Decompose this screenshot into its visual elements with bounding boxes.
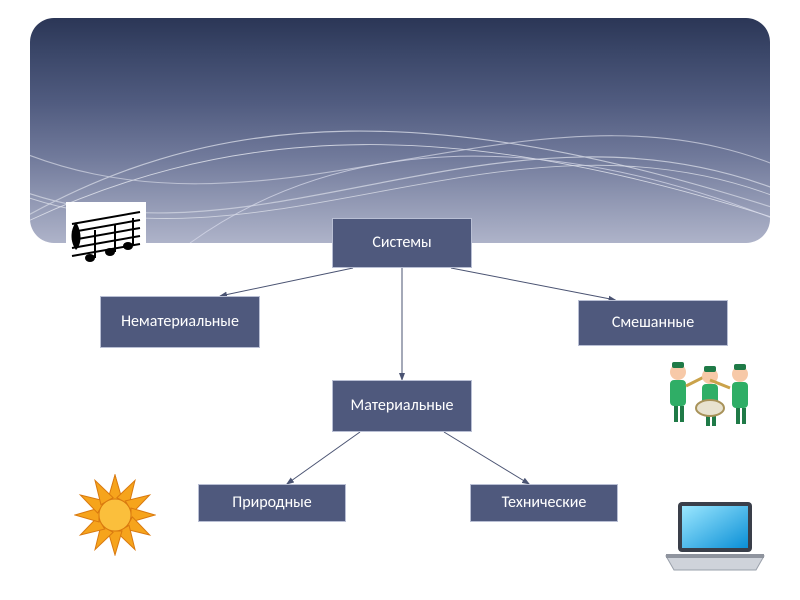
node-material: Материальные [332,380,472,432]
node-label: Системы [372,234,431,252]
node-natural: Природные [198,484,346,522]
node-label: Смешанные [612,314,694,332]
sun-icon [74,474,156,556]
node-label: Природные [232,494,312,512]
node-label: Нематериальные [121,313,239,331]
band-icon [648,352,758,436]
node-label: Материальные [351,397,454,415]
node-immaterial: Нематериальные [100,296,260,348]
slide-canvas: Системы Нематериальные Смешанные Материа… [30,18,770,578]
node-systems: Системы [332,218,472,268]
laptop-icon [660,498,770,576]
node-mixed: Смешанные [578,300,728,346]
node-label: Технические [502,494,587,512]
node-technical: Технические [470,484,618,522]
music-notes-icon [66,202,146,276]
